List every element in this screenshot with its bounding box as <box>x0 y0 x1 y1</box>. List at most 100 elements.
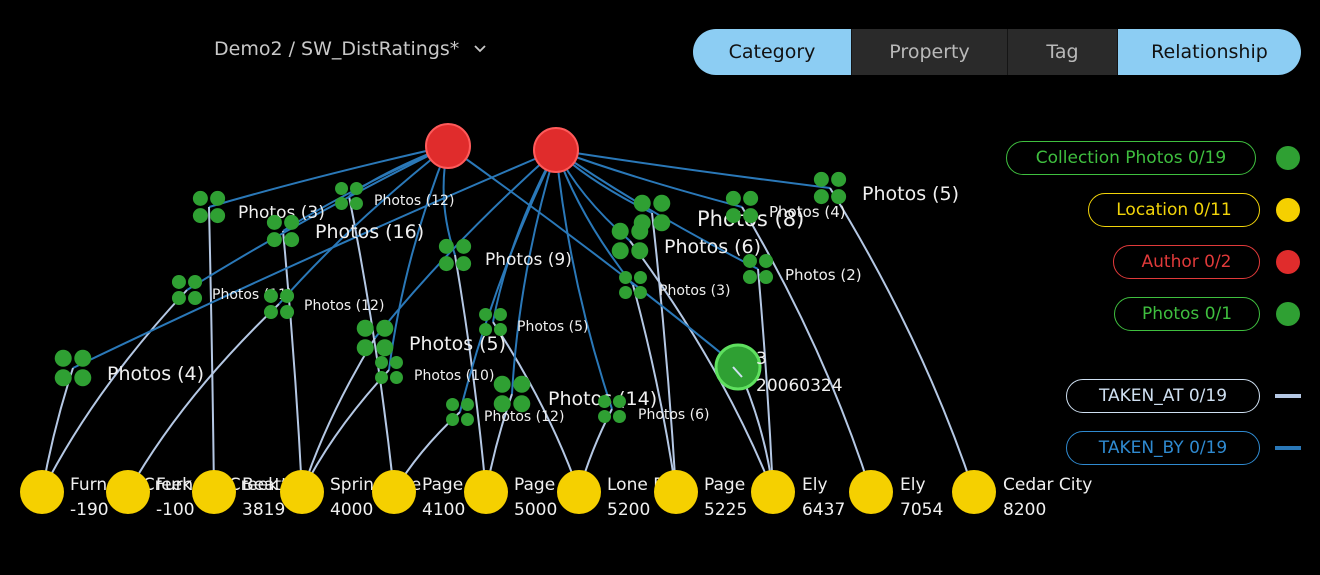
photo-cluster-label: Photos (5) <box>409 333 506 355</box>
photo-cluster-node[interactable]: Photos (3) <box>192 190 325 224</box>
legend-item-location[interactable]: Location 0/11 <box>1088 193 1260 227</box>
photo-cluster-node[interactable]: Photos (6) <box>598 395 710 423</box>
location-name: Ely <box>802 475 828 495</box>
photo-cluster-label: Photos (10) <box>414 368 494 384</box>
author-node[interactable] <box>425 123 471 169</box>
photo-cluster-label: Photos (5) <box>517 319 589 335</box>
breadcrumb-label: Demo2 / SW_DistRatings* <box>214 38 460 60</box>
photo-dot <box>356 339 374 357</box>
legend-pill-collection-photos[interactable]: Collection Photos 0/19 <box>1006 141 1256 175</box>
photo-cluster-node[interactable]: Photos (12) <box>446 398 564 426</box>
photo-dot <box>356 319 374 337</box>
photo-dot <box>74 349 92 367</box>
legend-item-author[interactable]: Author 0/2 <box>1113 245 1260 279</box>
location-elevation: 5000 <box>514 500 557 520</box>
photo-cluster-node[interactable]: Photos (4) <box>54 349 204 387</box>
legend-item-taken-by[interactable]: TAKEN_BY 0/19 <box>1066 431 1260 465</box>
taken-at-edge <box>454 254 487 493</box>
tab-category[interactable]: Category <box>693 29 852 75</box>
taken-by-edge <box>388 145 449 371</box>
author-node[interactable] <box>533 127 579 173</box>
photo-dot <box>653 214 671 232</box>
location-node[interactable]: Page 4100 <box>372 470 465 520</box>
location-node[interactable]: Cedar City 8200 <box>952 470 1092 520</box>
legend-pill-taken-by[interactable]: TAKEN_BY 0/19 <box>1066 431 1260 465</box>
photo-dot <box>631 222 649 240</box>
location-circle <box>654 470 698 514</box>
photo-dot <box>633 271 647 285</box>
location-elevation: -190 <box>70 500 109 520</box>
photo-cluster-node[interactable]: Photos (6) <box>611 222 761 260</box>
photo-dot <box>611 242 629 260</box>
legend-item-taken-at[interactable]: TAKEN_AT 0/19 <box>1066 379 1260 413</box>
photo-cluster-node[interactable]: Photos (2) <box>742 253 862 285</box>
photo-cluster-label: Photos (12) <box>484 409 564 425</box>
photo-dot <box>74 369 92 387</box>
breadcrumb[interactable]: Demo2 / SW_DistRatings* <box>214 38 489 60</box>
photo-dot <box>612 409 626 423</box>
photo-dot <box>446 398 460 412</box>
photo-dot <box>456 238 472 254</box>
photo-cluster-node[interactable]: Photos (5) <box>479 308 589 336</box>
location-elevation: 5225 <box>704 500 747 520</box>
photo-cluster-node[interactable]: Photos (5) <box>813 171 959 205</box>
photo-cluster-node[interactable]: Photos (16) <box>266 214 424 248</box>
photo-dot <box>263 305 278 320</box>
photo-dot <box>389 356 403 370</box>
photo-cluster-node[interactable]: Photos (9) <box>438 238 572 272</box>
photo-dot <box>280 305 295 320</box>
photo-dot <box>619 285 633 299</box>
photo-dot <box>633 194 651 212</box>
location-circle <box>952 470 996 514</box>
photo-dot <box>266 214 282 230</box>
location-elevation: 4000 <box>330 500 373 520</box>
taken-at-edge <box>741 206 872 493</box>
photo-dot <box>493 375 511 393</box>
photo-dot <box>210 190 226 206</box>
photo-cluster-node[interactable]: Photos (4) <box>725 190 846 224</box>
selected-photo-id: 3 <box>756 349 767 369</box>
photo-cluster-node[interactable]: Photos (10) <box>375 356 494 384</box>
photo-cluster-node[interactable]: Photos (3) <box>619 271 731 299</box>
photo-dot <box>493 322 507 336</box>
tab-property[interactable]: Property <box>852 29 1008 75</box>
tab-tag[interactable]: Tag <box>1008 29 1118 75</box>
location-name: Page <box>704 475 745 495</box>
legend-pill-photos[interactable]: Photos 0/1 <box>1114 297 1260 331</box>
photo-dot <box>493 308 507 322</box>
photo-dot <box>446 412 460 426</box>
view-mode-tabs: Category Property Tag Relationship <box>693 29 1301 75</box>
location-circle <box>280 470 324 514</box>
selected-photo-node[interactable]: 3 20060324 <box>714 343 843 396</box>
photo-cluster-node[interactable]: Photos (12) <box>335 182 454 210</box>
photo-dot <box>831 189 847 205</box>
photo-dot <box>813 171 829 187</box>
location-node[interactable]: Ely 7054 <box>849 470 943 520</box>
legend-pill-author[interactable]: Author 0/2 <box>1113 245 1260 279</box>
photo-dot <box>284 214 300 230</box>
location-circle <box>20 470 64 514</box>
photo-cluster-label: Photos (6) <box>664 236 761 258</box>
location-node[interactable]: Page 5000 <box>464 470 557 520</box>
photo-cluster-label: Photos (3) <box>238 203 325 223</box>
location-node[interactable]: Ely 6437 <box>751 470 845 520</box>
taken-at-edge <box>41 289 188 493</box>
tab-relationship[interactable]: Relationship <box>1118 29 1301 75</box>
legend-item-collection-photos[interactable]: Collection Photos 0/19 <box>1006 141 1256 175</box>
legend-pill-location[interactable]: Location 0/11 <box>1088 193 1260 227</box>
location-circle <box>557 470 601 514</box>
location-elevation: 5200 <box>607 500 650 520</box>
taken-by-edge <box>447 145 739 368</box>
photo-cluster-node[interactable]: Photos (5) <box>356 319 506 357</box>
chevron-down-icon[interactable] <box>471 40 489 58</box>
legend-pill-taken-at[interactable]: TAKEN_AT 0/19 <box>1066 379 1260 413</box>
taken-by-edge <box>492 149 557 323</box>
legend-item-photos[interactable]: Photos 0/1 <box>1114 297 1260 331</box>
photo-dot <box>619 271 633 285</box>
location-node[interactable]: Page 5225 <box>654 470 747 520</box>
photo-cluster-node[interactable]: Photos (12) <box>263 288 384 320</box>
taken-at-edge <box>829 187 975 493</box>
photo-cluster-node[interactable]: Photos (14) <box>493 375 657 413</box>
